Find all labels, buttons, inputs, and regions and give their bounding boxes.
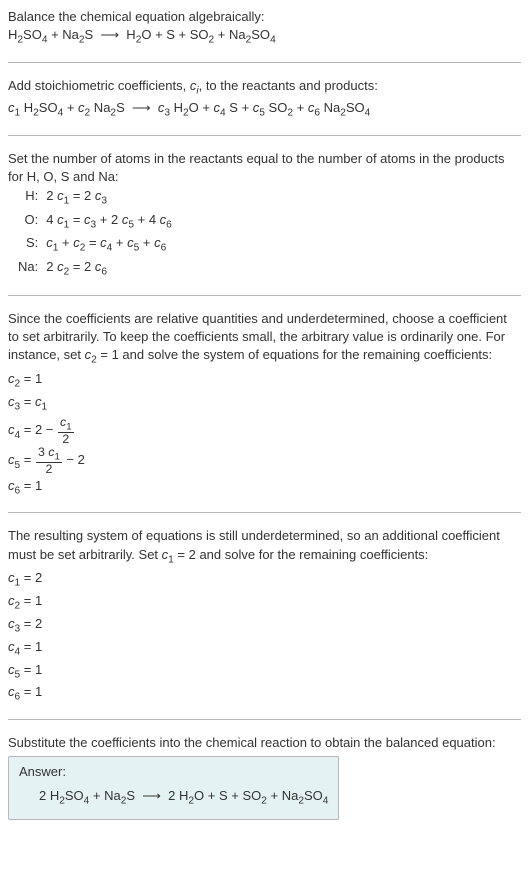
- underdet2-text: The resulting system of equations is sti…: [8, 527, 521, 567]
- coeff-line: c4 = 2 − c12: [8, 416, 521, 445]
- atoms-table: H: 2 c1 = 2 c3 O: 4 c1 = c3 + 2 c5 + 4 c…: [14, 186, 176, 281]
- underdet1-section: Since the coefficients are relative quan…: [8, 310, 521, 498]
- intro-section: Balance the chemical equation algebraica…: [8, 8, 521, 48]
- divider: [8, 62, 521, 63]
- elem-label: Na:: [14, 257, 42, 281]
- elem-eq: 2 c1 = 2 c3: [42, 186, 176, 210]
- coeff-line: c3 = c1: [8, 393, 521, 415]
- coeff-line: c4 = 1: [8, 638, 521, 660]
- underdet2-coeffs: c1 = 2 c2 = 1 c3 = 2 c4 = 1 c5 = 1 c6 = …: [8, 569, 521, 705]
- final-text: Substitute the coefficients into the che…: [8, 734, 521, 752]
- coeff-line: c2 = 1: [8, 370, 521, 392]
- elem-eq: 4 c1 = c3 + 2 c5 + 4 c6: [42, 210, 176, 234]
- answer-equation: 2 H2SO4 + Na2S ⟶ 2 H2O + S + SO2 + Na2SO…: [19, 787, 328, 809]
- elem-eq: 2 c2 = 2 c6: [42, 257, 176, 281]
- underdet1-coeffs: c2 = 1 c3 = c1 c4 = 2 − c12 c5 = 3 c12 −…: [8, 370, 521, 498]
- divider: [8, 512, 521, 513]
- divider: [8, 295, 521, 296]
- answer-box: Answer: 2 H2SO4 + Na2S ⟶ 2 H2O + S + SO2…: [8, 756, 339, 820]
- answer-label: Answer:: [19, 763, 328, 781]
- stoich-text-part2: , to the reactants and products:: [199, 78, 378, 93]
- elem-label: S:: [14, 233, 42, 257]
- elem-label: H:: [14, 186, 42, 210]
- table-row: S: c1 + c2 = c4 + c5 + c6: [14, 233, 176, 257]
- coeff-line: c6 = 1: [8, 683, 521, 705]
- stoich-section: Add stoichiometric coefficients, ci, to …: [8, 77, 521, 121]
- table-row: Na: 2 c2 = 2 c6: [14, 257, 176, 281]
- stoich-text-part1: Add stoichiometric coefficients,: [8, 78, 190, 93]
- intro-line1: Balance the chemical equation algebraica…: [8, 8, 521, 26]
- coeff-line: c5 = 1: [8, 661, 521, 683]
- atoms-intro: Set the number of atoms in the reactants…: [8, 150, 521, 186]
- coeff-line: c5 = 3 c12 − 2: [8, 446, 521, 475]
- table-row: O: 4 c1 = c3 + 2 c5 + 4 c6: [14, 210, 176, 234]
- underdet1-text: Since the coefficients are relative quan…: [8, 310, 521, 368]
- atoms-section: Set the number of atoms in the reactants…: [8, 150, 521, 282]
- divider: [8, 719, 521, 720]
- coeff-line: c6 = 1: [8, 477, 521, 499]
- elem-eq: c1 + c2 = c4 + c5 + c6: [42, 233, 176, 257]
- table-row: H: 2 c1 = 2 c3: [14, 186, 176, 210]
- underdet2-section: The resulting system of equations is sti…: [8, 527, 521, 705]
- intro-equation: H2SO4 + Na2S ⟶ H2O + S + SO2 + Na2SO4: [8, 26, 521, 48]
- final-section: Substitute the coefficients into the che…: [8, 734, 521, 820]
- stoich-var: ci: [190, 78, 199, 93]
- stoich-equation: c1 H2SO4 + c2 Na2S ⟶ c3 H2O + c4 S + c5 …: [8, 99, 521, 121]
- coeff-line: c2 = 1: [8, 592, 521, 614]
- coeff-line: c3 = 2: [8, 615, 521, 637]
- elem-label: O:: [14, 210, 42, 234]
- stoich-text: Add stoichiometric coefficients, ci, to …: [8, 77, 521, 99]
- divider: [8, 135, 521, 136]
- coeff-line: c1 = 2: [8, 569, 521, 591]
